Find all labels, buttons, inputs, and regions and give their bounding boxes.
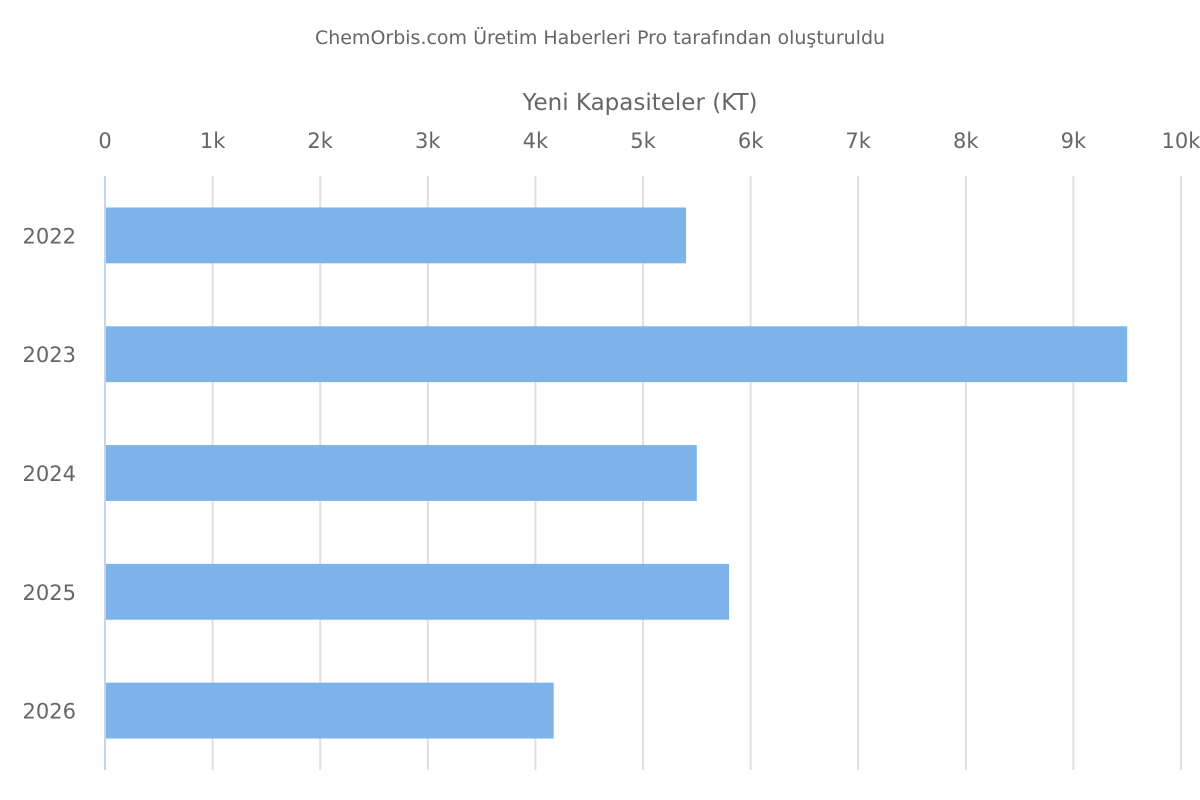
x-tick-label: 1k — [200, 129, 226, 153]
category-label: 2024 — [23, 462, 76, 486]
x-axis-ticks: 0 1k 2k 3k 4k 5k 6k 7k 8k 9k 10k — [98, 129, 1200, 153]
category-label: 2025 — [23, 581, 76, 605]
x-tick-label: 9k — [1061, 129, 1087, 153]
x-tick-label: 6k — [738, 129, 764, 153]
x-axis-title: Yeni Kapasiteler (KT) — [521, 90, 757, 116]
category-label: 2026 — [23, 700, 76, 724]
x-tick-label: 0 — [98, 129, 111, 153]
bar-2024[interactable] — [105, 445, 697, 501]
chart-credit: ChemOrbis.com Üretim Haberleri Pro taraf… — [315, 26, 885, 49]
bar-2022[interactable] — [105, 207, 687, 264]
bar-2023[interactable] — [105, 326, 1128, 383]
x-tick-label: 8k — [953, 129, 979, 153]
bars — [105, 207, 1128, 739]
category-label: 2023 — [23, 343, 76, 367]
x-tick-label: 7k — [845, 129, 871, 153]
bar-2025[interactable] — [105, 563, 730, 620]
category-label: 2022 — [23, 224, 76, 248]
x-tick-label: 10k — [1162, 129, 1200, 153]
x-tick-label: 4k — [523, 129, 549, 153]
x-tick-label: 5k — [630, 129, 656, 153]
bar-2026[interactable] — [105, 682, 554, 739]
y-axis-categories: 2022 2023 2024 2025 2026 — [23, 224, 76, 723]
x-tick-label: 2k — [307, 129, 333, 153]
x-tick-label: 3k — [415, 129, 441, 153]
